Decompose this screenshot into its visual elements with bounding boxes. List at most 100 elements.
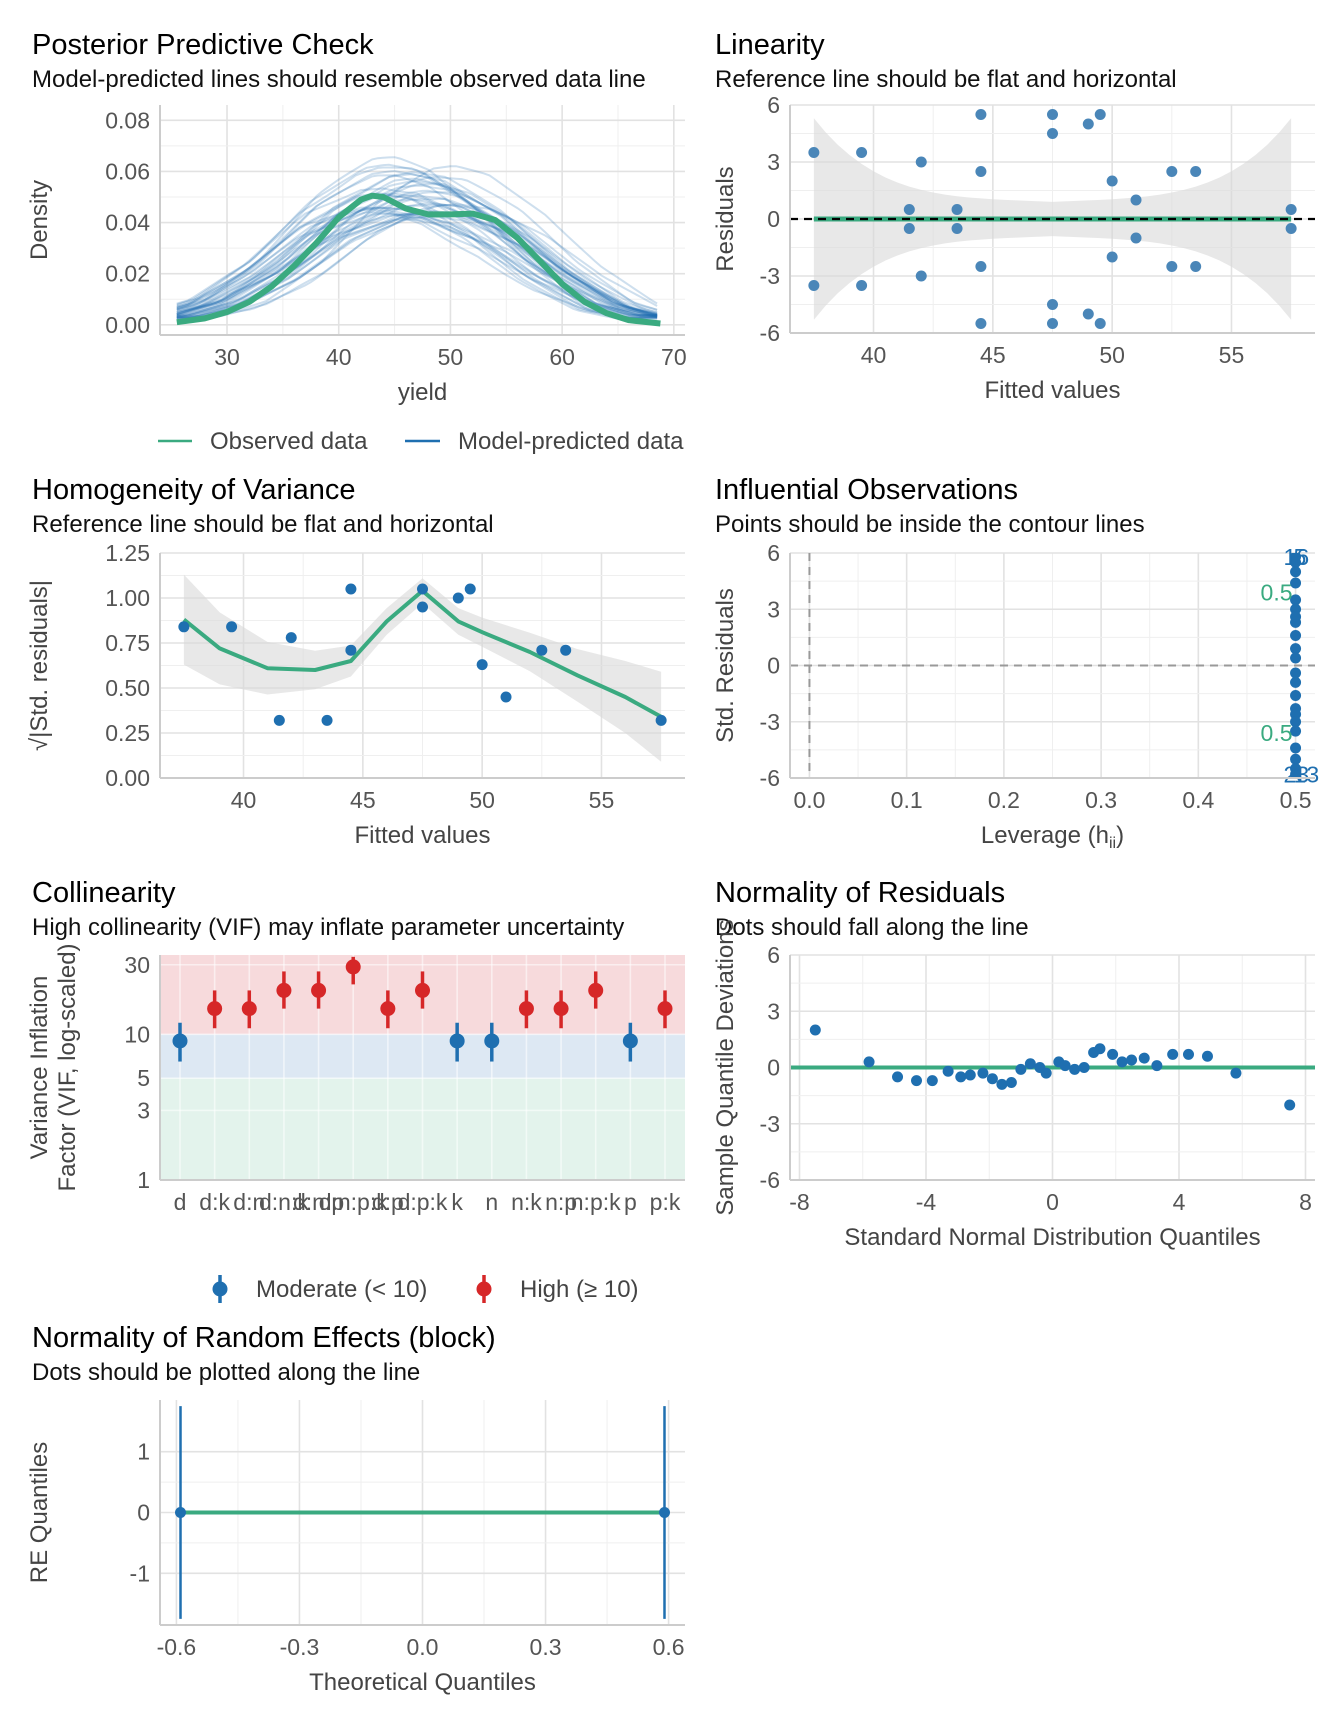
y-tick-label: 3 [137, 1097, 150, 1123]
data-point [1107, 1048, 1119, 1060]
point-label: 13 [1294, 761, 1320, 787]
data-point [863, 1056, 875, 1068]
x-tick-label: 50 [469, 787, 495, 813]
data-point [911, 1075, 923, 1087]
y-tick-label: 6 [767, 540, 780, 566]
data-point [476, 659, 488, 671]
data-point [903, 223, 915, 234]
data-point [1290, 643, 1302, 655]
data-point [345, 583, 357, 595]
data-point [942, 1065, 954, 1077]
legend-label-high: High (≥ 10) [520, 1276, 639, 1303]
data-point [975, 166, 987, 177]
data-point [1069, 1063, 1081, 1075]
data-point [1285, 204, 1297, 215]
data-point [1078, 1062, 1090, 1073]
y-axis-title: Sample Quantile Deviations [712, 919, 739, 1215]
data-point [1190, 261, 1202, 272]
data-point [178, 621, 190, 633]
contour-label: 0.5 [1261, 579, 1293, 605]
y-tick-label: 6 [767, 942, 780, 968]
x-tick-label: k [451, 1189, 463, 1215]
legend-key-moderate [212, 1281, 228, 1297]
x-tick-label: 40 [231, 787, 257, 813]
data-point [915, 156, 927, 168]
data-point [1290, 630, 1302, 641]
x-tick-label: d:k [199, 1189, 230, 1215]
y-tick-label: 0.02 [105, 261, 150, 287]
plot-area [790, 553, 1315, 778]
vif-point [276, 982, 292, 998]
data-point [1106, 175, 1118, 187]
vif-point [380, 1001, 396, 1017]
x-tick-label: 0.4 [1182, 787, 1214, 813]
vif-point [622, 1033, 638, 1049]
predicted-density-line [176, 192, 658, 319]
chart-subtitle: Points should be inside the contour line… [715, 511, 1145, 538]
vif-points [172, 956, 673, 1062]
data-point [808, 147, 820, 158]
data-point [809, 1024, 821, 1036]
predicted-density-line [176, 166, 658, 318]
data-point [1290, 667, 1302, 679]
y-axis-title: Residuals [712, 166, 739, 271]
data-point [658, 1507, 670, 1518]
data-point [226, 621, 238, 633]
data-point [951, 204, 963, 215]
data-point [996, 1078, 1008, 1090]
plot-area [790, 1024, 1315, 1111]
y-tick-label: 5 [137, 1065, 150, 1091]
data-point [536, 644, 548, 656]
data-point [1040, 1067, 1052, 1079]
data-point [964, 1069, 976, 1081]
chart-subtitle: Dots should be plotted along the line [32, 1359, 420, 1386]
x-tick-label: 45 [980, 342, 1006, 368]
y-tick-label: 10 [124, 1021, 150, 1047]
chart-subtitle: Reference line should be flat and horizo… [715, 66, 1177, 93]
data-point [1290, 676, 1302, 688]
y-tick-label: -3 [760, 709, 780, 735]
x-tick-label: 60 [549, 344, 575, 370]
data-point [1082, 118, 1094, 130]
vif-point [588, 982, 604, 998]
x-tick-label: 55 [589, 787, 615, 813]
y-tick-label: 3 [767, 998, 780, 1024]
panel-normality-residuals: Normality of Residuals Dots should fall a… [712, 877, 1315, 1251]
data-point [1106, 251, 1118, 263]
y-axis-title: Density [26, 180, 53, 260]
x-tick-label: 0.0 [407, 1634, 439, 1660]
x-tick-label: n:p:k [571, 1189, 621, 1215]
vif-point [449, 1033, 465, 1049]
y-tick-label: 0.00 [105, 312, 150, 338]
x-tick-label: d:n [233, 1189, 265, 1215]
data-point [1015, 1063, 1027, 1075]
x-tick-label: d:n:p:k [319, 1189, 389, 1215]
data-point [1047, 128, 1058, 139]
predicted-density-line [176, 173, 658, 317]
y-tick-label: 0.50 [105, 675, 150, 701]
x-axis-title: Standard Normal Distribution Quantiles [844, 1224, 1260, 1251]
predicted-density-line [176, 180, 658, 317]
y-tick-label: 3 [767, 149, 780, 175]
data-point [1167, 1048, 1179, 1060]
y-tick-label: 1 [137, 1167, 150, 1193]
data-point [1126, 1054, 1138, 1066]
legend-label-moderate: Moderate (< 10) [256, 1276, 427, 1303]
point-label: 5 [1294, 544, 1307, 570]
data-point [1047, 299, 1058, 310]
chart-subtitle: Model-predicted lines should resemble ob… [32, 66, 646, 93]
vif-point [241, 1001, 257, 1017]
point-label: 23 [1284, 761, 1310, 787]
observed-density-line [176, 192, 661, 327]
y-tick-label: 0.75 [105, 630, 150, 656]
y-tick-label: 1.25 [105, 540, 150, 566]
panel-influential-observations: Influential Observations Points should be… [712, 474, 1319, 852]
x-tick-label: n:k [511, 1189, 542, 1215]
y-axis-title: Variance Inflation [26, 976, 53, 1160]
legend-label-observed: Observed data [210, 428, 368, 455]
data-point [926, 1075, 938, 1087]
x-tick-label: 0.2 [988, 787, 1020, 813]
x-axis-title: Fitted values [354, 822, 490, 849]
data-point [1094, 318, 1106, 329]
